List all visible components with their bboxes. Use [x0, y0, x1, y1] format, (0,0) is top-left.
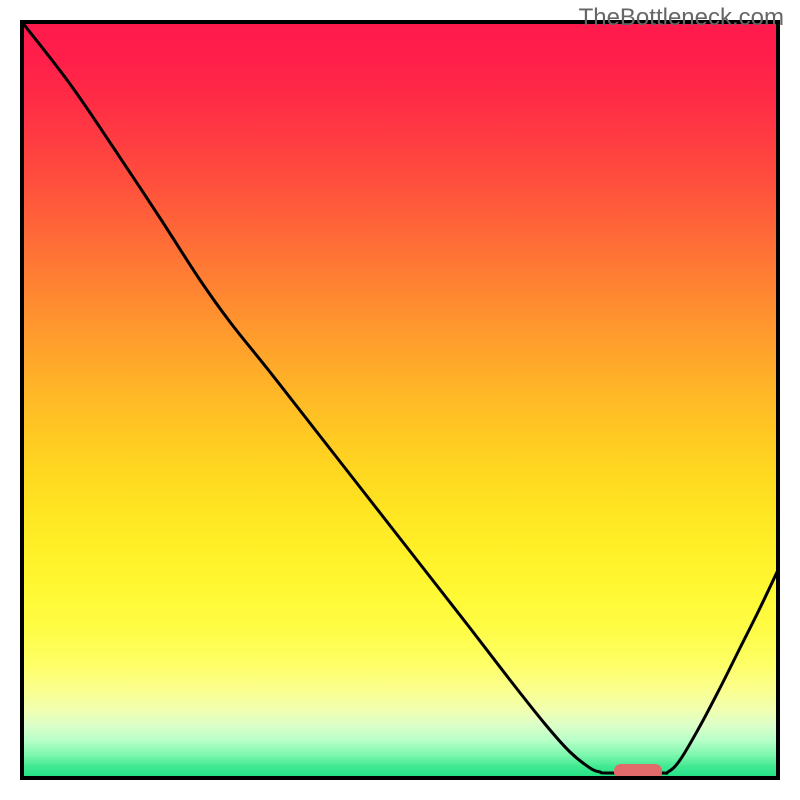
bottleneck-chart: [0, 0, 800, 800]
chart-container: TheBottleneck.com: [0, 0, 800, 800]
watermark-label: TheBottleneck.com: [579, 4, 784, 32]
chart-background: [22, 22, 778, 778]
